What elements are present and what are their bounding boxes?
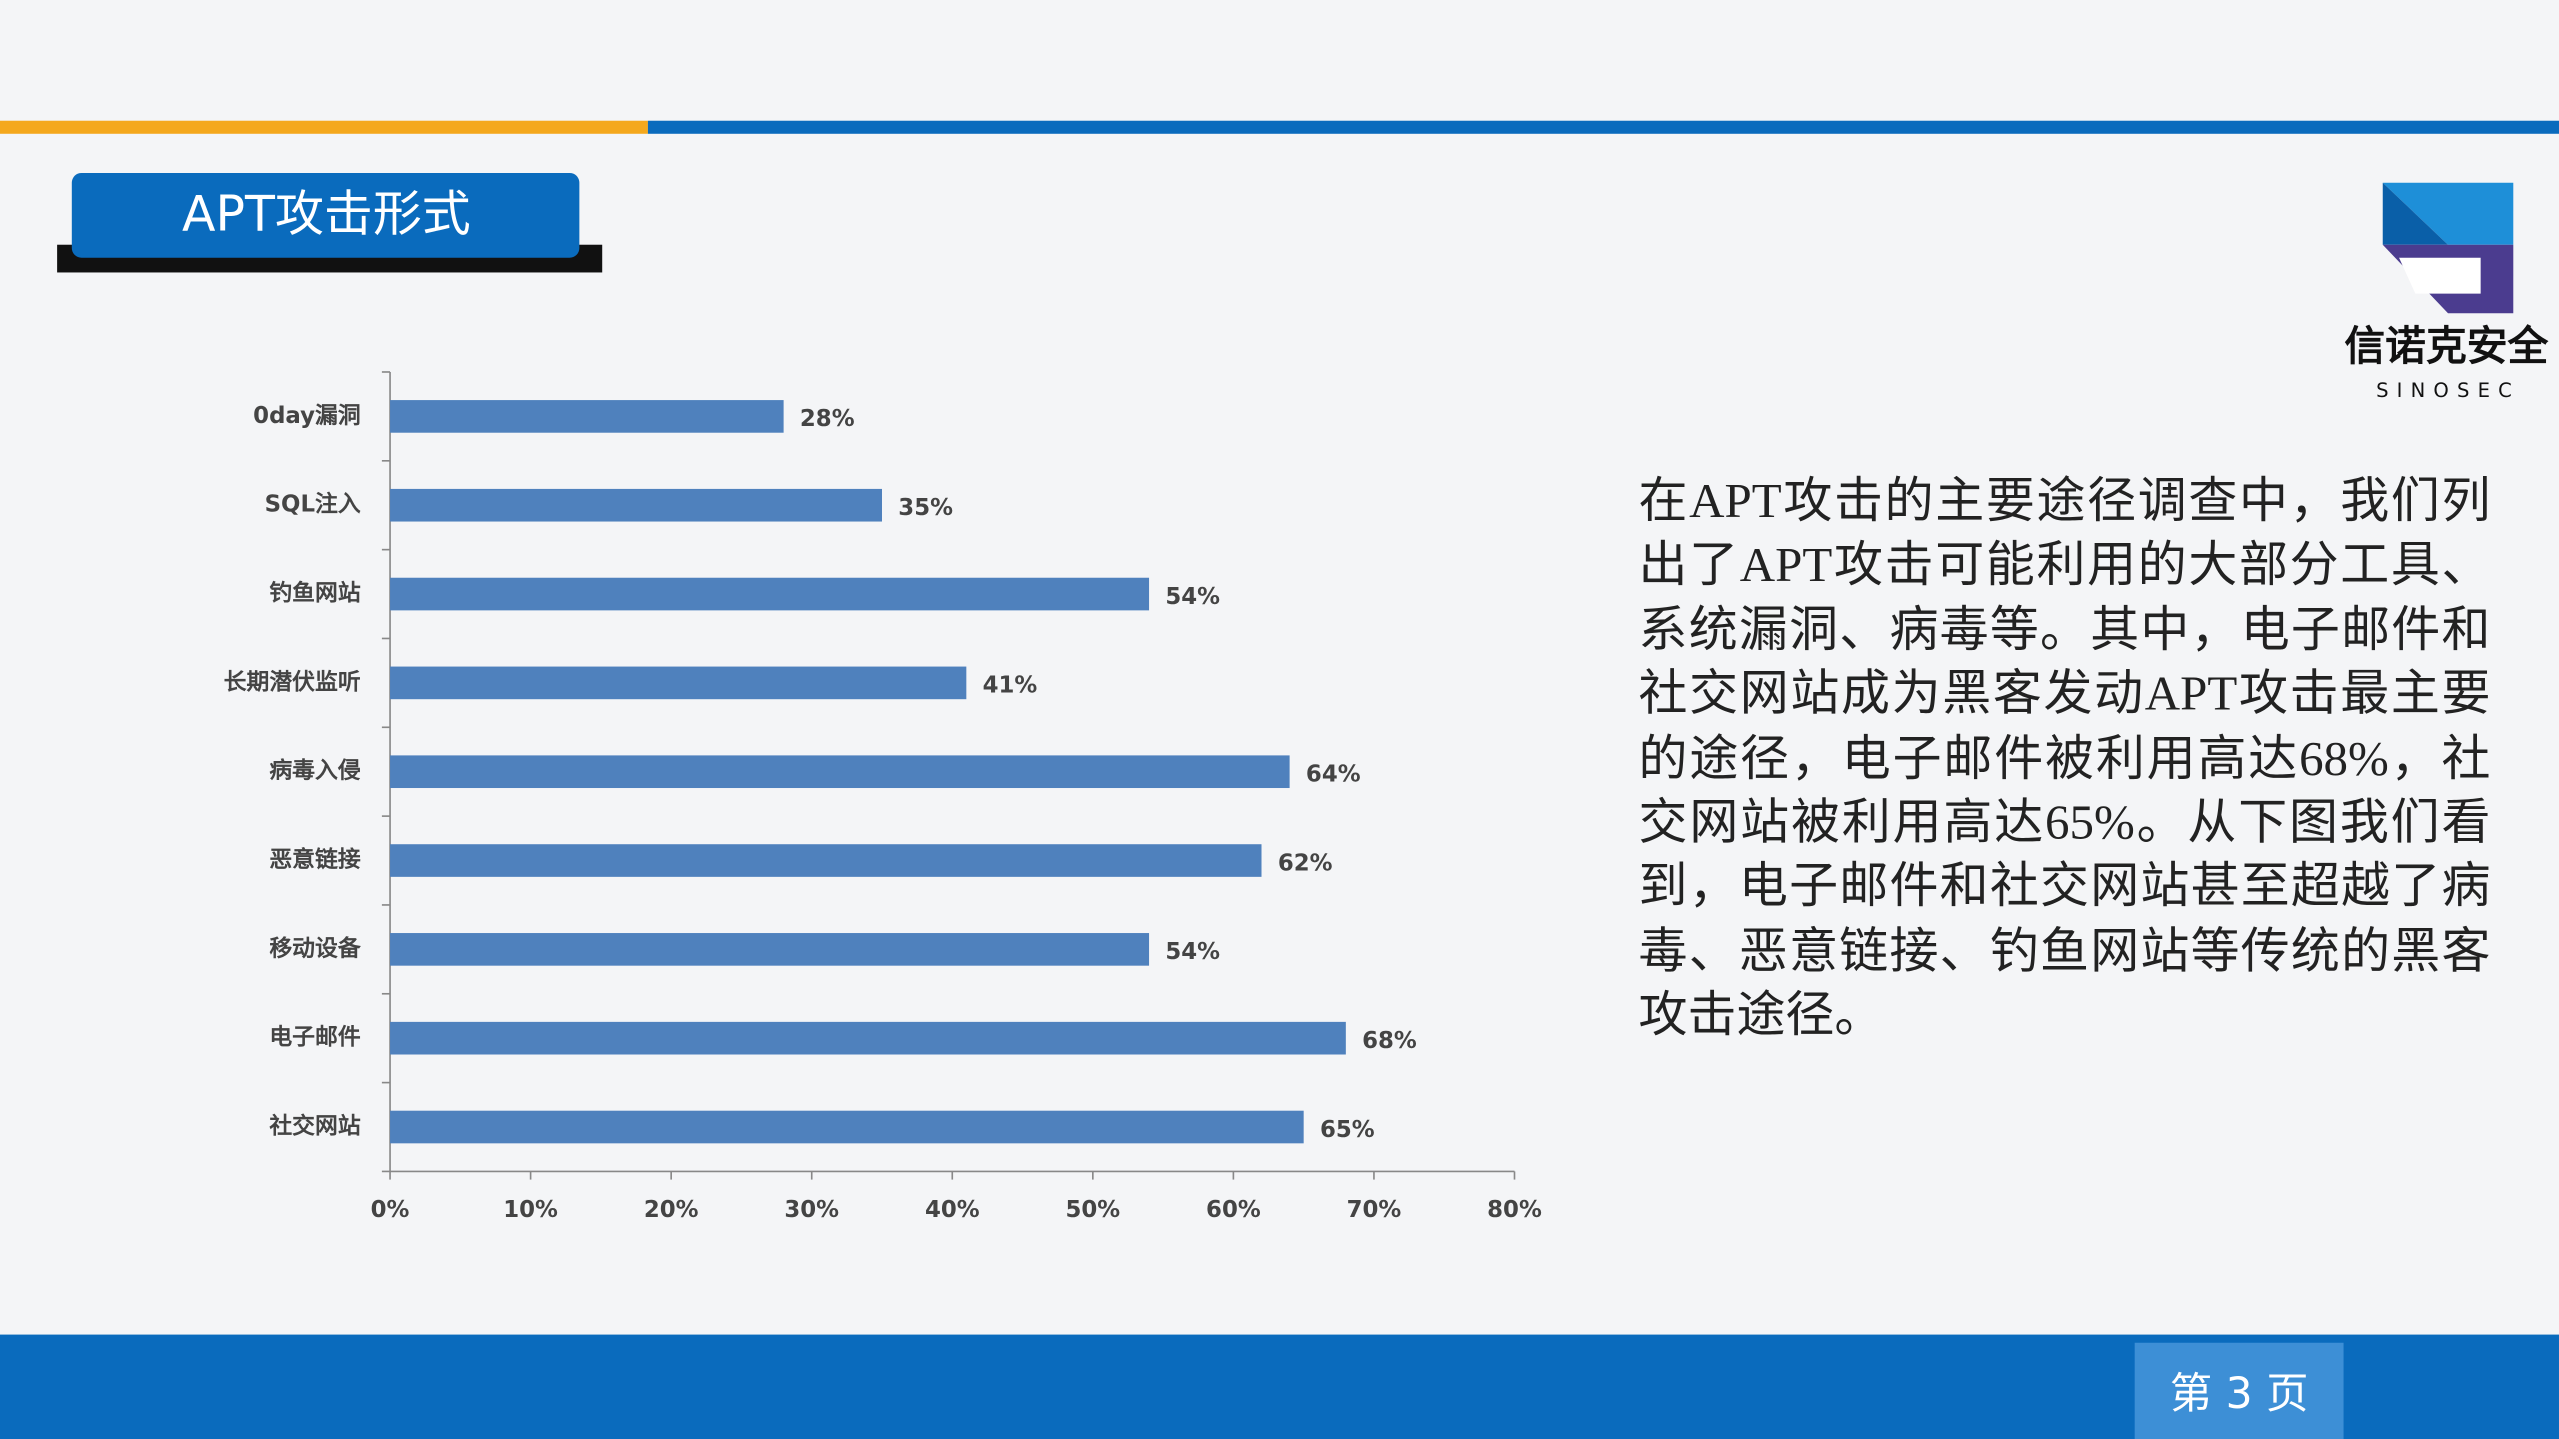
value-label: 41% xyxy=(983,673,1038,699)
value-label: 54% xyxy=(1165,584,1220,610)
y-tick-label: 病毒入侵 xyxy=(269,757,360,784)
value-label: 65% xyxy=(1320,1117,1375,1143)
x-tick-label: 30% xyxy=(784,1197,839,1223)
value-label: 68% xyxy=(1362,1028,1417,1054)
x-tick-label: 50% xyxy=(1066,1197,1121,1223)
value-label: 28% xyxy=(800,406,855,432)
body-text: 在APT攻击的主要途径调查中，我们列出了APT攻击可能利用的大部分工具、系统漏洞… xyxy=(1638,474,2491,1043)
title-box xyxy=(71,172,580,258)
x-tick-label: 0% xyxy=(371,1197,410,1223)
y-tick-label: SQL注入 xyxy=(265,491,361,518)
bar xyxy=(390,400,784,433)
slide-title: APT攻击形式 xyxy=(182,185,471,242)
logo-name: 信诺克安全 xyxy=(2344,322,2548,370)
page-number: 第 3 页 xyxy=(2170,1370,2309,1419)
bar xyxy=(390,1021,1346,1055)
value-label: 35% xyxy=(898,495,953,521)
bar xyxy=(390,755,1290,789)
bar xyxy=(390,933,1150,966)
x-tick-label: 10% xyxy=(503,1197,558,1223)
bar xyxy=(390,1110,1304,1144)
top-bar-orange xyxy=(0,120,648,134)
y-tick-label: 钓鱼网站 xyxy=(269,580,360,607)
y-tick-label: 电子邮件 xyxy=(269,1025,360,1051)
x-tick-label: 60% xyxy=(1206,1197,1261,1223)
x-tick-label: 40% xyxy=(925,1197,980,1223)
logo-icon xyxy=(2382,182,2514,314)
bar xyxy=(390,577,1150,611)
y-tick-label: 长期潜伏监听 xyxy=(224,668,361,695)
x-tick-label: 70% xyxy=(1347,1197,1402,1223)
bar xyxy=(390,488,882,522)
bar xyxy=(390,666,967,700)
page-box xyxy=(2134,1342,2344,1439)
value-label: 64% xyxy=(1306,761,1361,787)
y-tick-label: 移动设备 xyxy=(269,935,361,962)
x-tick-label: 80% xyxy=(1487,1197,1542,1223)
value-label: 54% xyxy=(1165,939,1220,965)
logo-sub: SINOSEC xyxy=(2376,379,2520,402)
y-tick-label: 恶意链接 xyxy=(269,846,360,873)
bar xyxy=(390,844,1262,877)
value-label: 62% xyxy=(1278,850,1333,876)
top-bar-blue xyxy=(647,120,2559,134)
y-tick-label: 社交网站 xyxy=(269,1113,360,1140)
x-tick-label: 20% xyxy=(644,1197,699,1223)
y-tick-label: 0day漏洞 xyxy=(253,403,360,429)
footer-bar xyxy=(0,1334,2559,1439)
